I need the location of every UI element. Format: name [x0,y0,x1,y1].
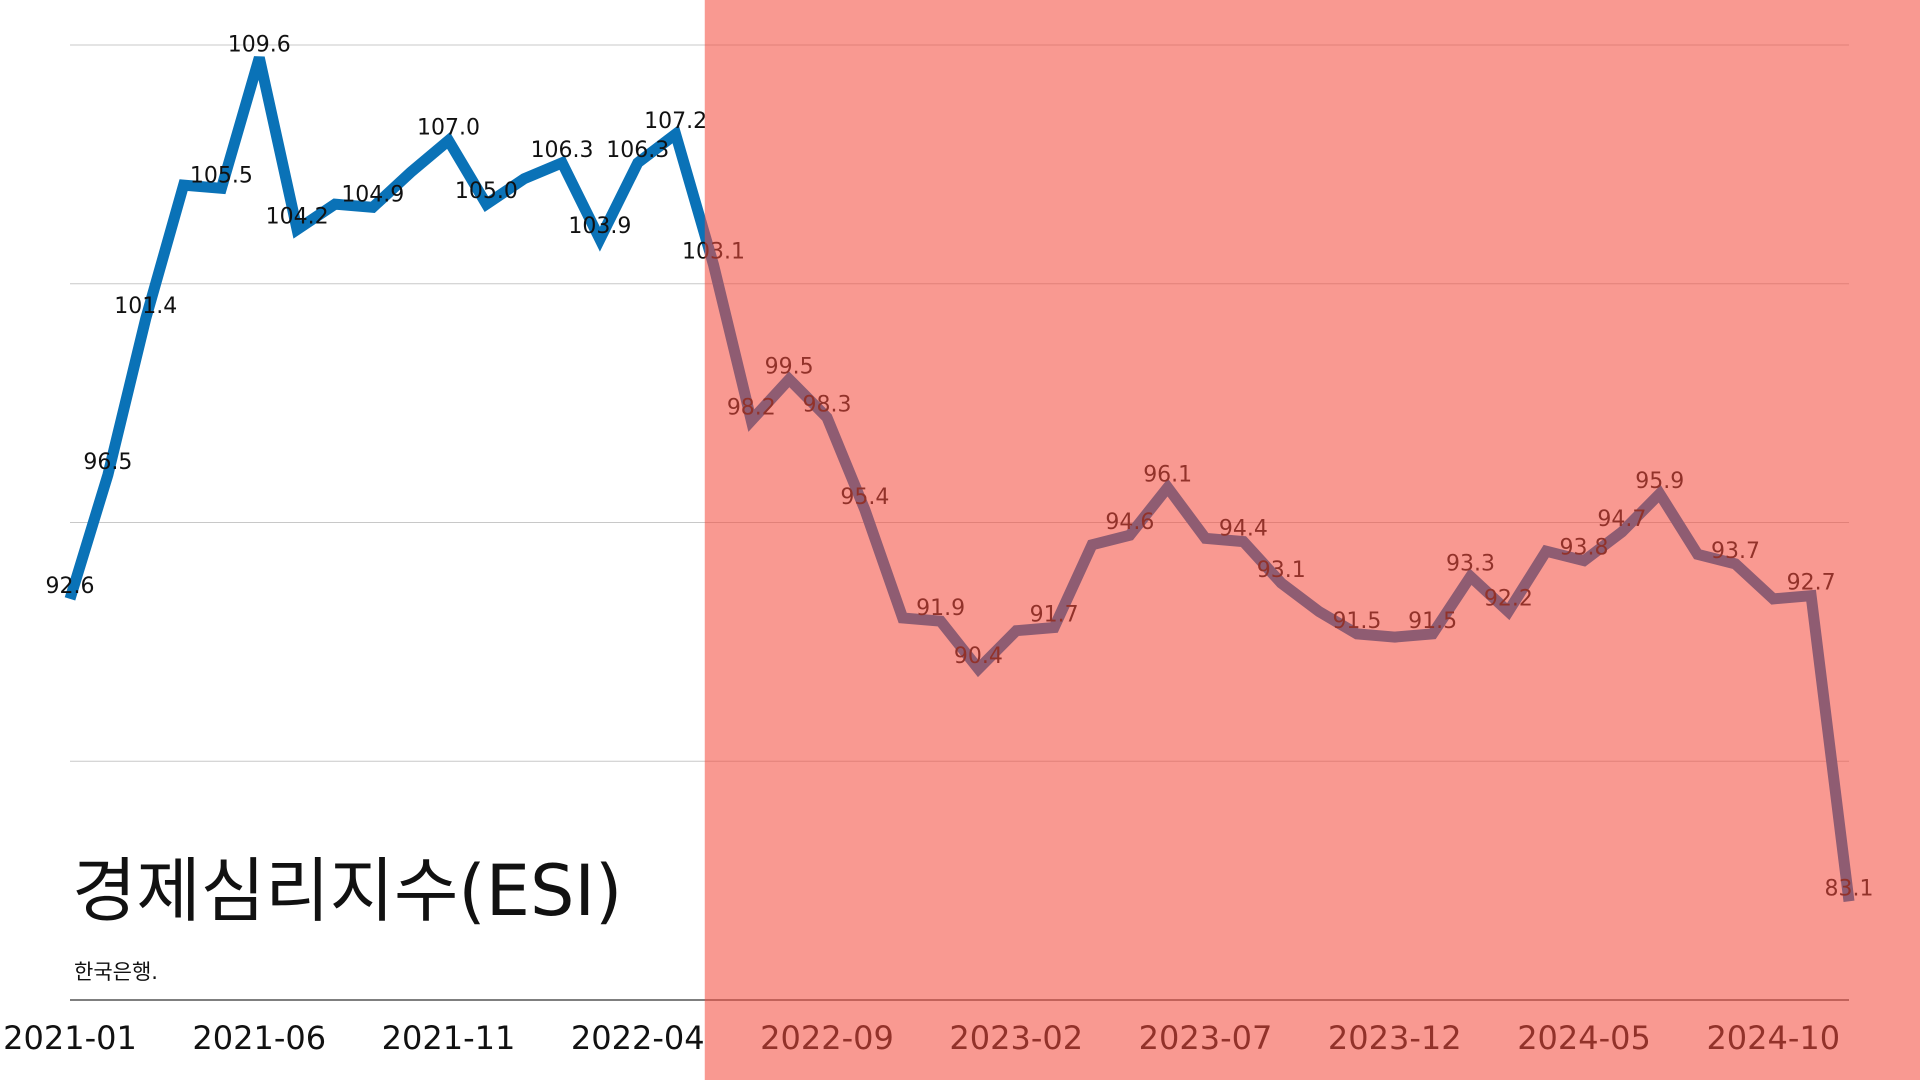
data-label: 103.9 [568,214,631,239]
data-label: 109.6 [228,33,291,58]
x-tick-label: 2021-11 [382,1019,516,1057]
data-label: 92.6 [46,574,95,599]
data-label: 106.3 [606,138,669,163]
data-label: 104.9 [341,182,404,207]
data-label: 106.3 [531,138,594,163]
source: 한국은행. [74,960,158,984]
x-tick-label: 2021-06 [192,1019,326,1057]
data-label: 104.2 [266,205,329,230]
x-tick-label: 2021-01 [3,1019,137,1057]
data-label: 105.5 [190,163,253,188]
data-label: 107.2 [644,109,707,134]
highlight-region [704,0,1920,1080]
chart-title: 경제심리지수(ESI) [72,850,622,932]
data-label: 107.0 [417,116,480,141]
data-label: 101.4 [114,294,177,319]
data-label: 96.5 [83,450,132,475]
x-tick-label: 2022-04 [571,1019,705,1057]
data-label: 105.0 [455,179,518,204]
